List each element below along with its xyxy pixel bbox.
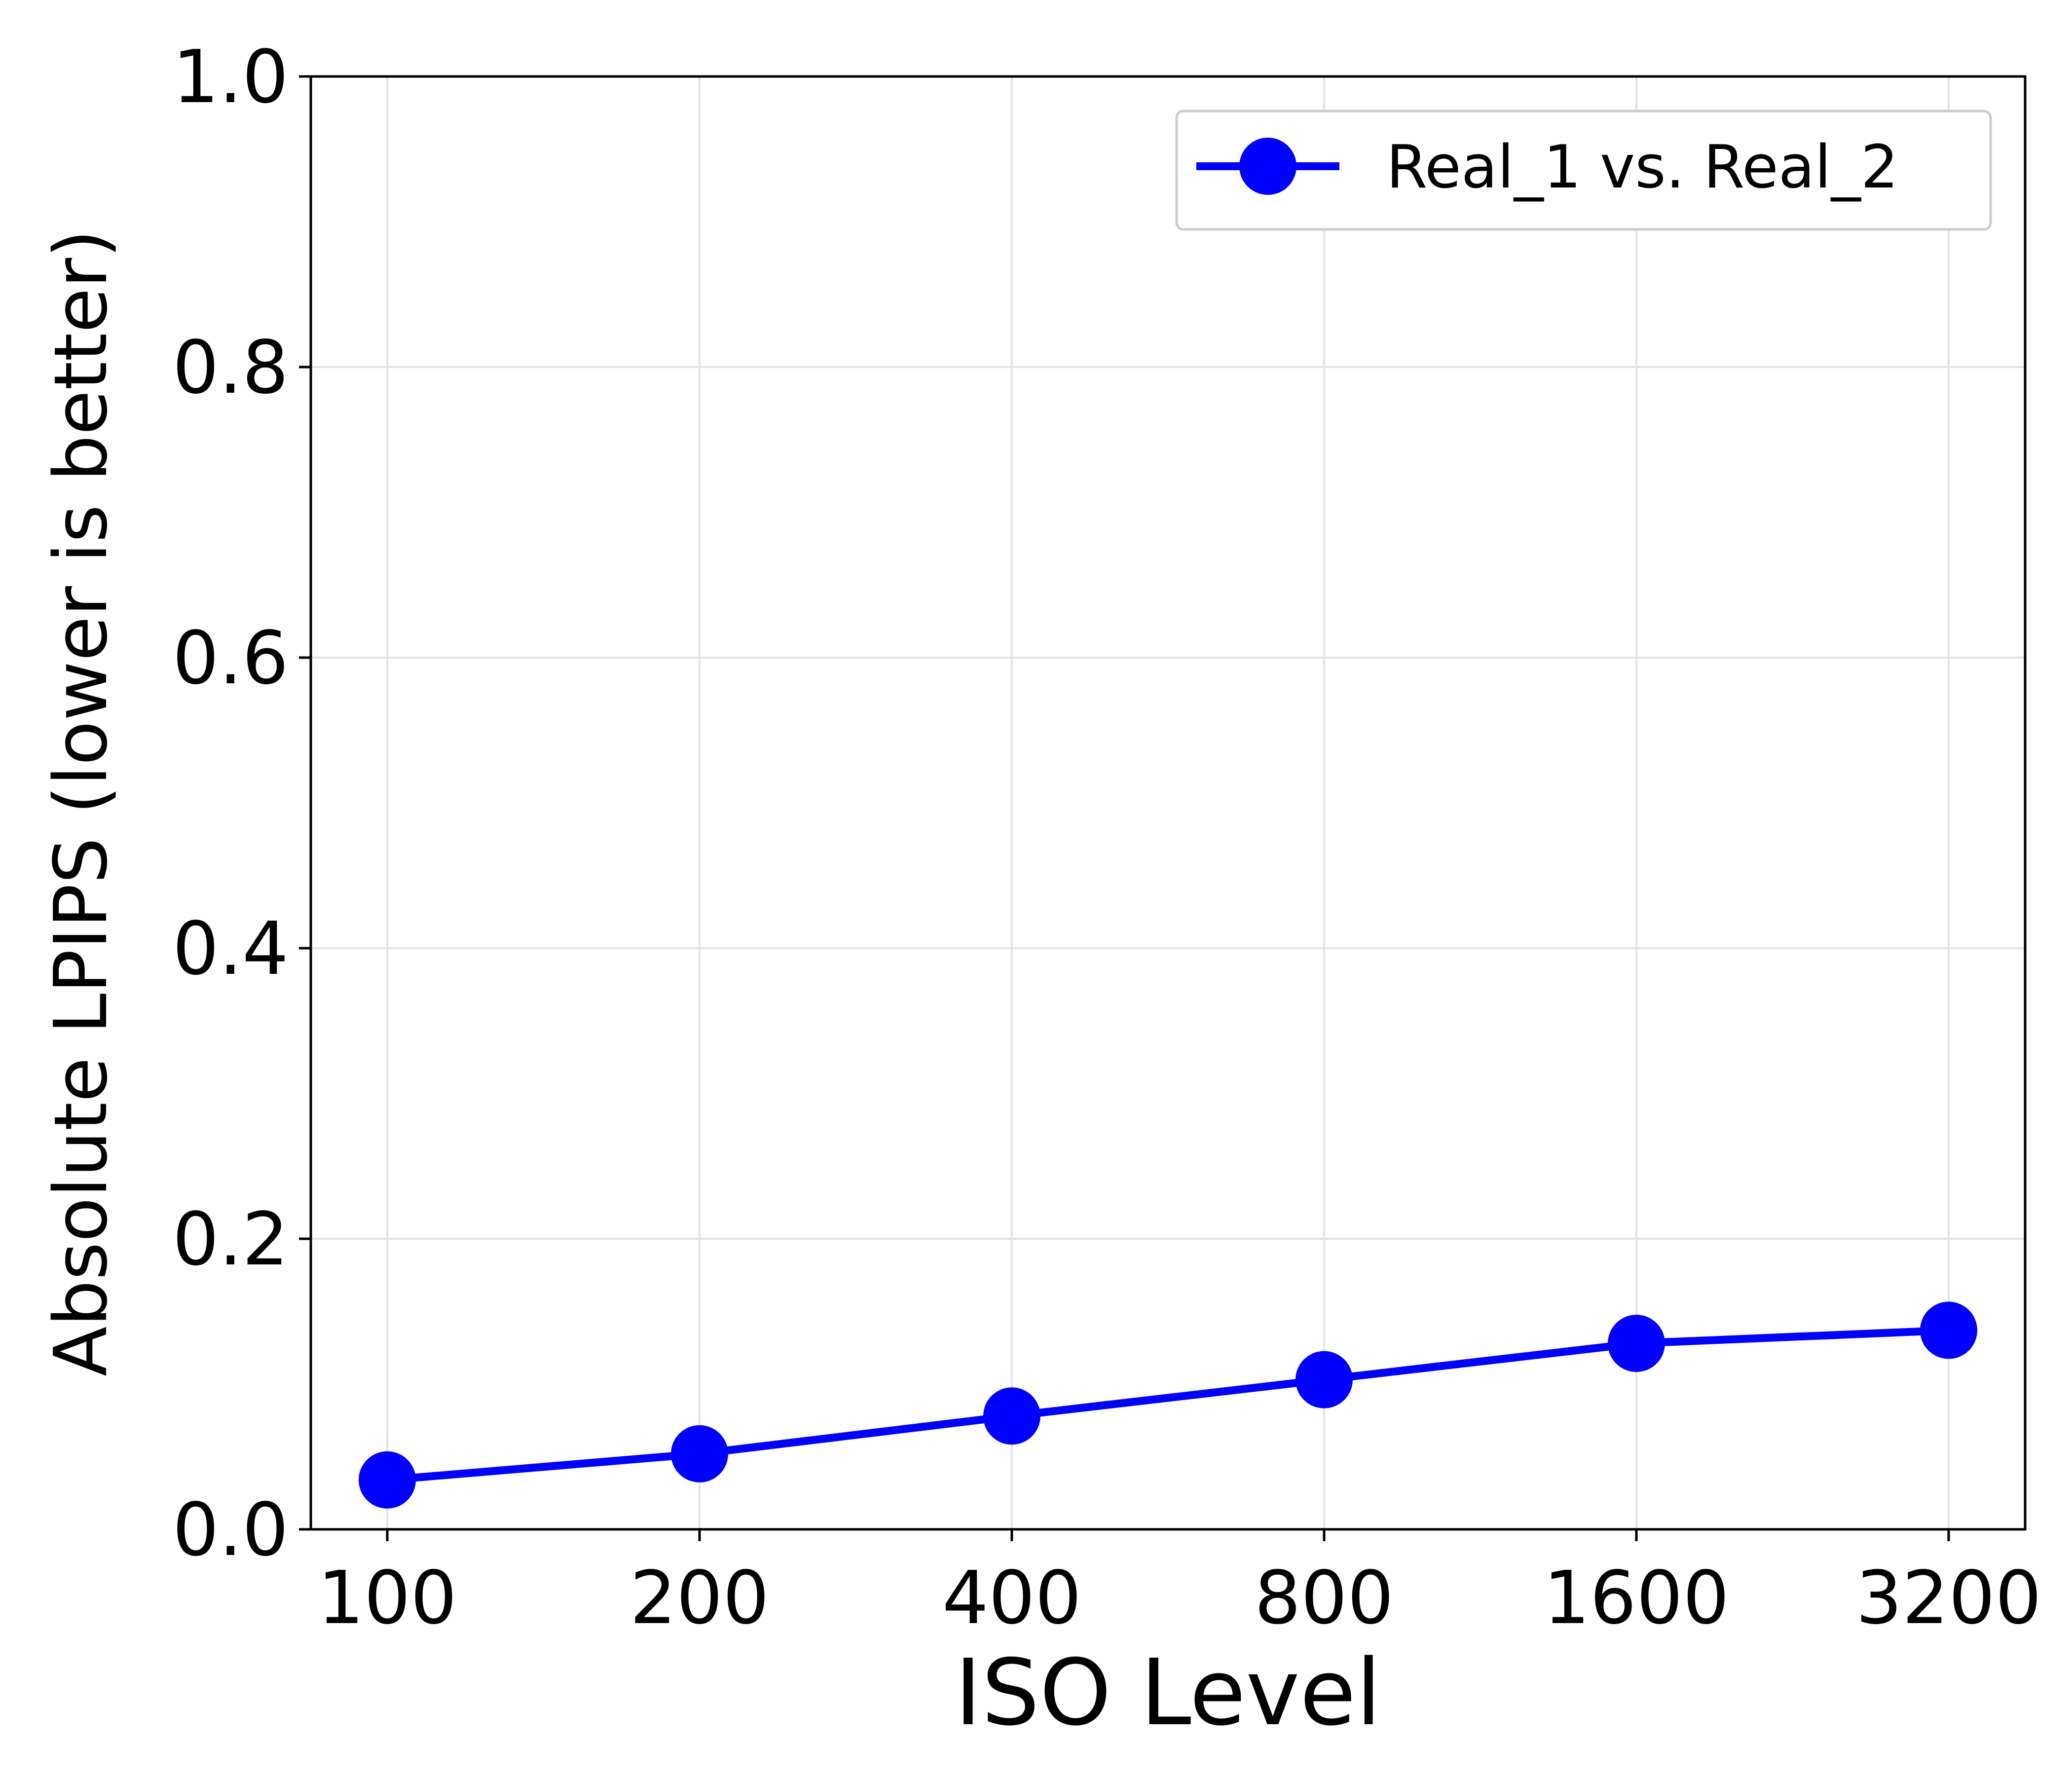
x-tick-label: 1600 (1544, 1555, 1730, 1640)
x-tick-label: 400 (942, 1555, 1082, 1640)
y-tick-label: 0.4 (173, 906, 289, 991)
legend-marker-swatch (1239, 138, 1296, 195)
x-tick-label: 3200 (1856, 1555, 2042, 1640)
y-tick-label: 0.6 (173, 616, 289, 701)
y-axis-title: Absolute LPIPS (lower is better) (38, 229, 123, 1376)
y-tick-label: 0.2 (173, 1197, 289, 1282)
y-tick-label: 0.8 (173, 325, 289, 410)
grid (311, 75, 2025, 1530)
legend-label: Real_1 vs. Real_2 (1386, 133, 1898, 202)
x-axis-title: ISO Level (955, 1639, 1381, 1746)
x-tick-label: 100 (318, 1555, 457, 1640)
y-tick-label: 1.0 (173, 35, 289, 119)
data-point (1295, 1351, 1353, 1408)
data-point (1608, 1315, 1665, 1372)
data-point (983, 1387, 1040, 1445)
series-layer (359, 1301, 1977, 1509)
data-point (671, 1425, 728, 1482)
legend: Real_1 vs. Real_2 (1175, 110, 1992, 231)
legend-box (1175, 110, 1992, 231)
x-tick-label: 800 (1255, 1555, 1394, 1640)
data-point (1920, 1301, 1977, 1359)
data-point (359, 1451, 416, 1509)
y-tick-label: 0.0 (173, 1487, 289, 1572)
plot-area (309, 75, 2027, 1531)
x-tick-label: 200 (630, 1555, 770, 1640)
series-line (387, 1326, 1949, 1484)
axis-ticks: 0.0 0.2 0.4 0.6 0.8 1.0 100 200 400 800 1600 3200 (173, 35, 2042, 1640)
